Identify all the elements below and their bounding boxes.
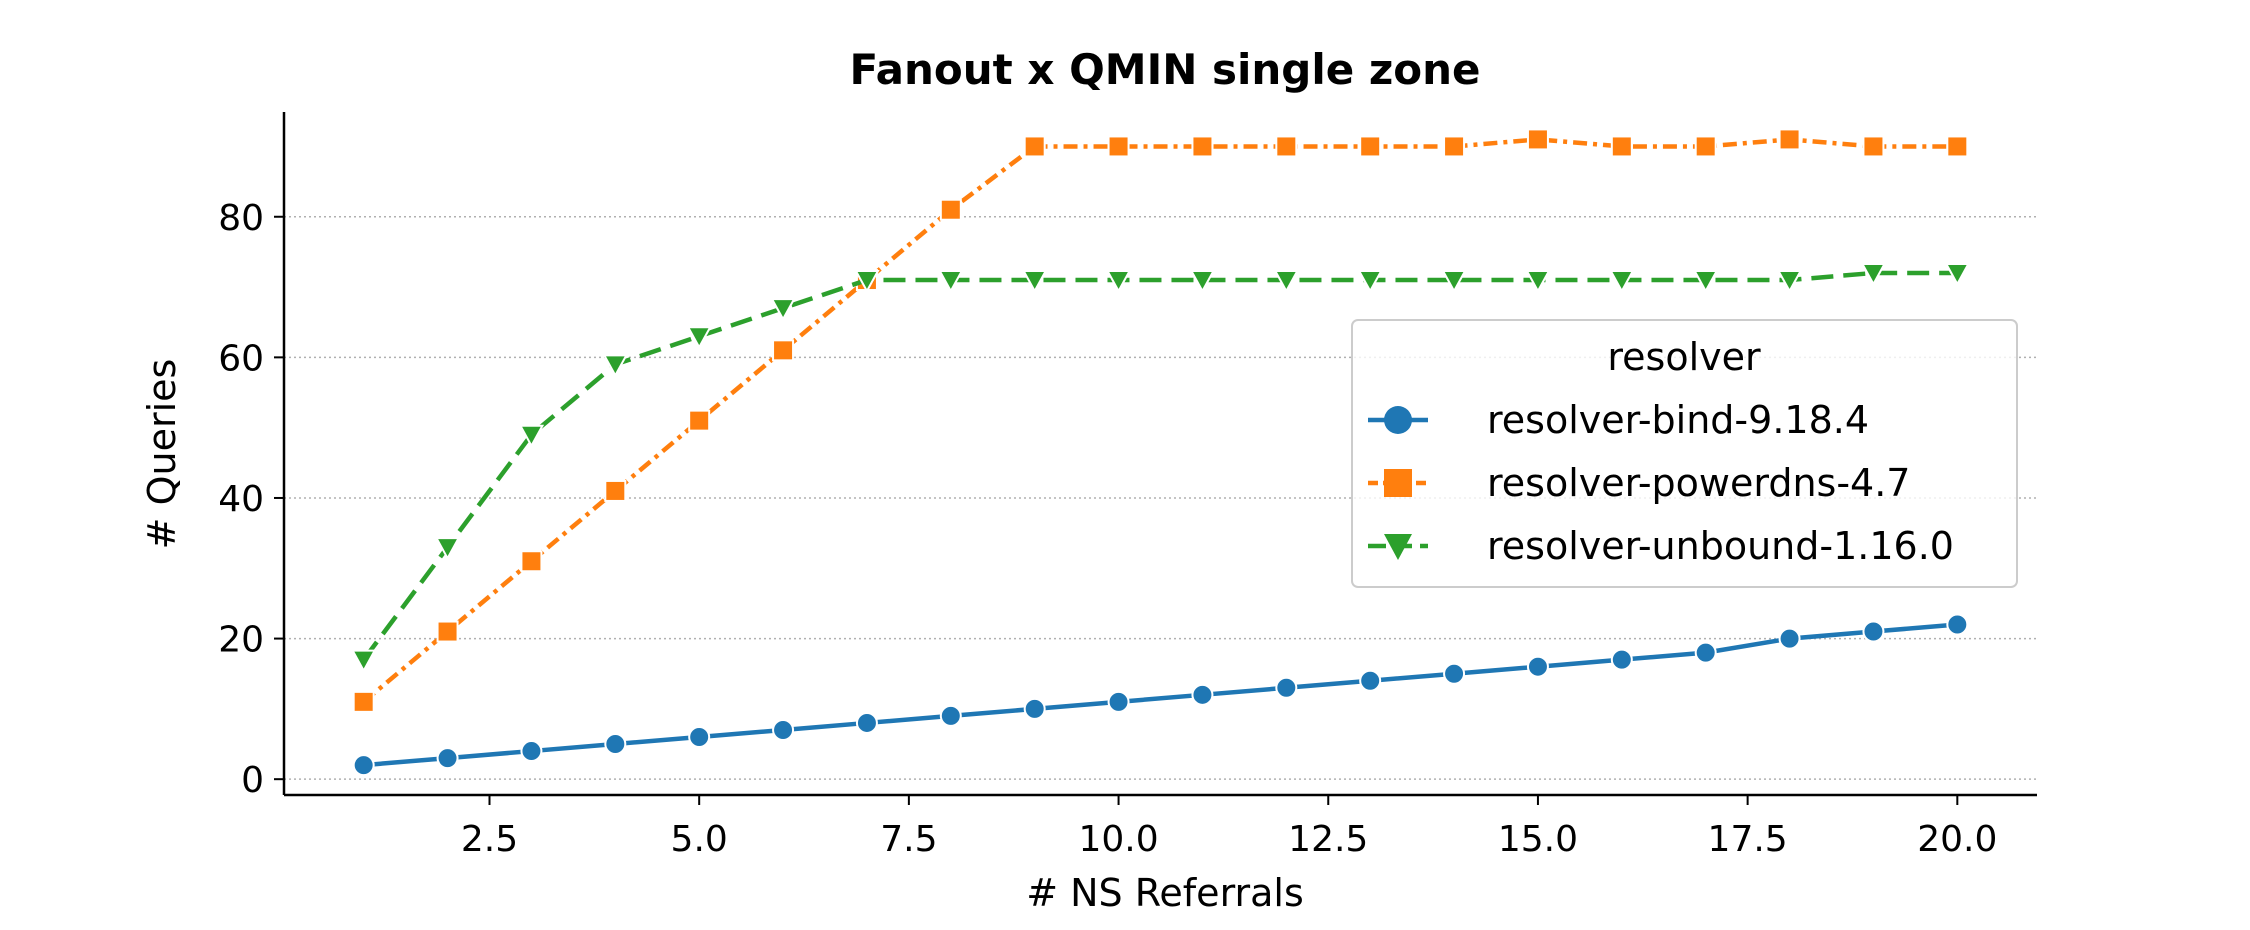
data-point [1860,262,1887,287]
data-point [1443,662,1466,685]
data-point [1189,270,1216,294]
x-tick-label: 2.5 [461,819,518,860]
data-point [1609,270,1635,294]
data-point [1023,135,1046,158]
data-point [1525,270,1551,294]
data-point [1191,135,1214,158]
data-point [436,620,459,643]
data-point [1191,683,1214,706]
data-point [602,354,628,378]
x-axis-label: # NS Referrals [1026,871,1304,915]
y-tick-label: 0 [241,760,264,801]
data-point [1778,627,1801,650]
data-point [938,270,964,294]
data-point [1944,262,1971,287]
series-line [361,270,1958,662]
data-point [1107,690,1130,713]
data-point [604,733,627,756]
legend-box [1351,319,2018,588]
x-tick-label: 7.5 [880,819,937,860]
data-point [352,690,375,713]
axes [282,112,2037,797]
x-tick-label: 17.5 [1708,819,1788,860]
data-point [1610,648,1633,671]
data-point [1105,270,1132,294]
series-layer [350,128,1971,777]
data-point [939,198,962,221]
legend-marker [1384,469,1412,497]
data-point [434,537,461,561]
data-point [1526,655,1549,678]
x-tick-label: 5.0 [671,819,728,860]
data-point [1862,135,1885,158]
data-point [1023,697,1046,720]
data-point [1021,270,1048,294]
legend: resolver resolver-bind-9.18.4 resolver-po… [1351,319,2018,588]
x-tick-label: 20.0 [1917,819,1997,860]
data-point [1778,128,1801,151]
data-point [686,326,712,350]
legend-label: resolver-bind-9.18.4 [1487,398,1869,442]
legend-marker [1384,534,1412,560]
chart-title: Fanout x QMIN single zone [849,45,1480,94]
data-point [1946,135,1969,158]
data-point [350,649,377,673]
data-point [854,270,880,294]
data-point [1107,135,1130,158]
data-point [688,725,711,748]
data-point [1526,128,1549,151]
data-point [1694,135,1717,158]
data-point [520,740,543,763]
legend-label: resolver-powerdns-4.7 [1487,461,1910,505]
data-point [518,424,545,448]
data-point [1693,270,1719,294]
data-point [1359,669,1382,692]
x-tick-label: 12.5 [1288,819,1368,860]
y-axis-ticks: 0 20 40 60 80 [218,198,284,801]
data-point [1441,270,1467,294]
x-axis-ticks: 2.5 5.0 7.5 10.0 12.5 15.0 17.5 20.0 [461,795,1997,860]
data-point [772,339,795,362]
series-resolver-unbound-1.16.0 [350,262,1971,673]
y-tick-label: 40 [218,479,264,520]
y-tick-label: 60 [218,338,264,379]
legend-label: resolver-unbound-1.16.0 [1487,524,1954,568]
data-point [939,704,962,727]
data-point [1275,676,1298,699]
y-axis-label: # Queries [140,359,184,550]
legend-title: resolver [1607,335,1761,379]
data-point [772,718,795,741]
data-point [604,479,627,502]
data-point [352,754,375,777]
data-point [1275,135,1298,158]
data-point [1610,135,1633,158]
data-point [1357,270,1383,294]
data-point [1694,641,1717,664]
legend-marker [1384,406,1412,434]
data-point [520,550,543,573]
y-tick-label: 80 [218,198,264,239]
data-point [1443,135,1466,158]
data-point [770,298,796,322]
x-tick-label: 15.0 [1498,819,1578,860]
series-line [362,137,1958,704]
x-tick-label: 10.0 [1078,819,1158,860]
data-point [1946,613,1969,636]
data-point [855,711,878,734]
series-line [363,622,1958,768]
data-point [1776,270,1803,294]
y-tick-label: 20 [218,620,264,661]
data-point [688,409,711,432]
data-point [1359,135,1382,158]
series-resolver-bind-9.18.4 [352,613,1969,777]
data-point [436,747,459,770]
data-point [1273,270,1300,294]
data-point [1862,620,1885,643]
